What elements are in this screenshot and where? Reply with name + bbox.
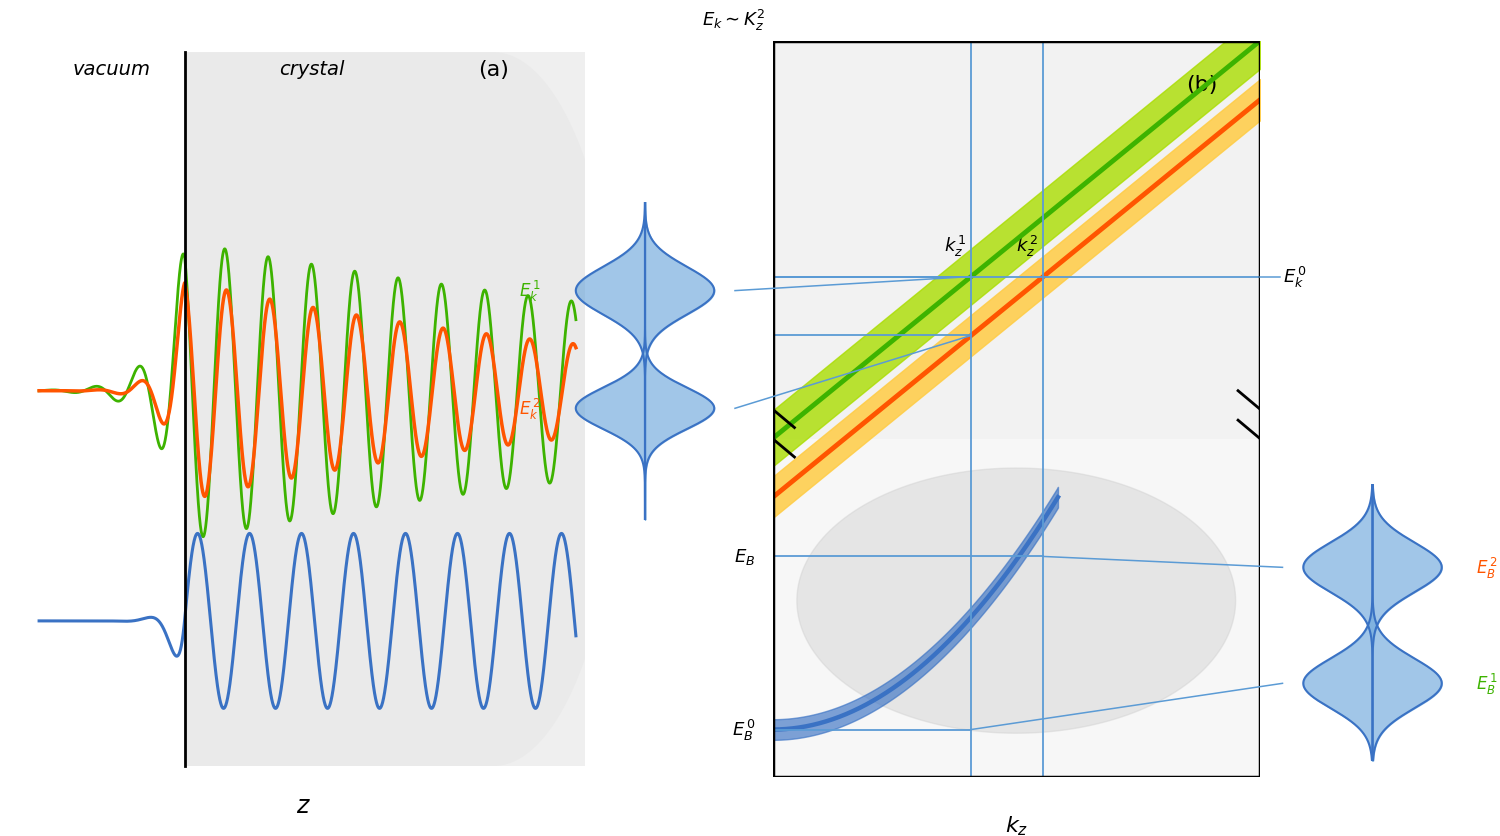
Polygon shape — [796, 468, 1236, 733]
Polygon shape — [184, 54, 621, 766]
Text: $E_B$: $E_B$ — [734, 547, 756, 567]
Text: $k_z^{\,2}$: $k_z^{\,2}$ — [1016, 234, 1038, 259]
Text: (b): (b) — [1186, 75, 1216, 94]
Text: $E_k{\sim}K_z^2$: $E_k{\sim}K_z^2$ — [702, 8, 765, 33]
Text: $z$: $z$ — [296, 793, 310, 817]
Bar — [772, 42, 1260, 439]
Text: $E_k^{\,1}$: $E_k^{\,1}$ — [519, 278, 542, 303]
Text: $E_B^{\,2}$: $E_B^{\,2}$ — [1476, 555, 1498, 580]
Text: vacuum: vacuum — [74, 60, 152, 79]
Text: $E_B^{\,0}$: $E_B^{\,0}$ — [732, 717, 756, 742]
Text: $k_z^{\,1}$: $k_z^{\,1}$ — [944, 234, 966, 259]
Text: $E_B^{\,1}$: $E_B^{\,1}$ — [1476, 671, 1498, 696]
Bar — [184, 54, 585, 766]
Text: $k_z$: $k_z$ — [1005, 813, 1028, 836]
Bar — [772, 439, 1260, 777]
Text: $E_k^{\,0}$: $E_k^{\,0}$ — [1282, 265, 1306, 290]
Text: $E_k^{\,2}$: $E_k^{\,2}$ — [519, 396, 542, 421]
Text: (a): (a) — [478, 60, 510, 80]
Text: crystal: crystal — [279, 60, 345, 79]
